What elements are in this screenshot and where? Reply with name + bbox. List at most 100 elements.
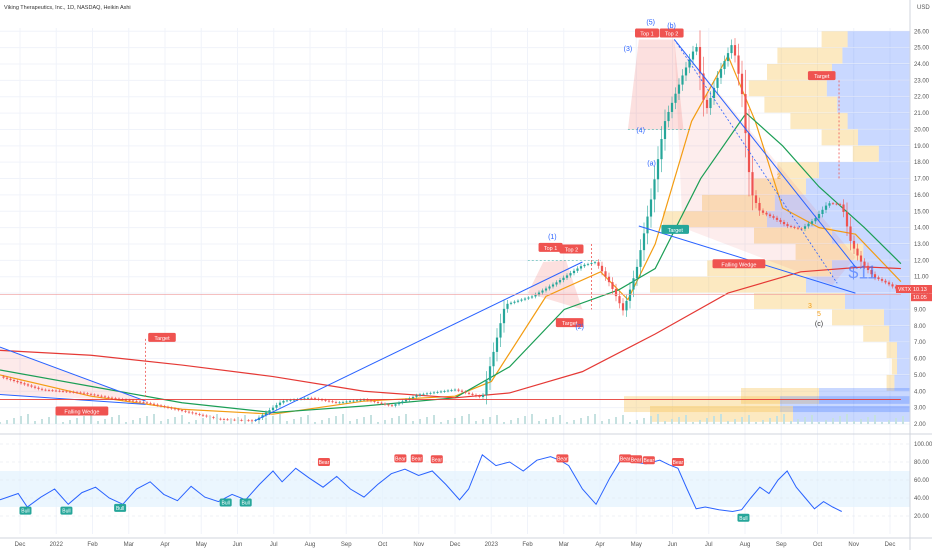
candle <box>327 400 331 402</box>
grid <box>0 28 910 534</box>
x-tick-label: Jun <box>233 542 243 548</box>
candle <box>352 400 355 402</box>
candle <box>86 393 89 395</box>
x-tick-label: Dec <box>15 542 26 548</box>
volume-bar <box>286 421 288 424</box>
volume-profile-bar <box>894 374 910 391</box>
rsi-signal-flag <box>642 456 655 465</box>
volume-bar <box>6 420 8 424</box>
volume-bar <box>874 415 876 424</box>
candle <box>26 384 30 386</box>
candle <box>569 273 572 276</box>
candle <box>415 395 418 397</box>
moving-average-line <box>0 54 902 415</box>
candle <box>285 400 289 402</box>
candle <box>583 264 586 267</box>
volume-bar <box>468 414 470 424</box>
candle <box>250 420 254 422</box>
rsi-signal-flag <box>556 454 569 463</box>
volume-bar <box>174 417 176 424</box>
candle <box>523 298 527 300</box>
moving-average-line <box>0 112 902 414</box>
volume-bar <box>797 419 799 424</box>
rsi-tick-label: 20.00 <box>914 514 930 520</box>
volume-profile-bar <box>819 388 910 404</box>
volume-bar <box>181 415 183 424</box>
candle <box>9 378 12 380</box>
candle <box>712 87 716 98</box>
rsi-signal-label: Bear <box>557 456 568 462</box>
volume-profile-bar <box>780 396 910 413</box>
candle <box>401 401 404 403</box>
rsi-line <box>0 453 842 513</box>
volume-profile-bar <box>847 113 910 129</box>
volume-bar <box>461 416 463 424</box>
candle <box>527 297 530 299</box>
volume-bar <box>97 421 99 424</box>
volume-bar <box>69 420 71 424</box>
candle <box>33 386 37 388</box>
volume-bar <box>594 414 596 424</box>
volume-bar <box>454 418 456 424</box>
y-tick-label: 14.00 <box>914 226 930 232</box>
volume-profile-bar <box>764 96 838 113</box>
candle <box>800 228 803 230</box>
volume-bar <box>720 414 722 424</box>
volume-bar <box>76 418 78 424</box>
wave-label: (c) <box>815 321 823 328</box>
volume-bar <box>895 418 897 424</box>
rsi-signal-flag <box>19 506 32 515</box>
candle <box>100 395 103 397</box>
volume-bar <box>41 419 43 424</box>
candle <box>506 303 509 309</box>
volume-bar <box>811 415 813 424</box>
candle <box>887 282 891 285</box>
candle <box>359 399 362 401</box>
volume-bar <box>146 416 148 424</box>
y-tick-label: 16.00 <box>914 193 930 199</box>
candle <box>373 401 376 402</box>
candle <box>716 77 719 88</box>
candle <box>404 399 408 402</box>
candle <box>159 405 163 407</box>
candle <box>110 397 114 399</box>
volume-profile-bar <box>774 194 910 211</box>
volume-bar <box>209 416 211 424</box>
candle <box>264 412 268 416</box>
candle <box>698 47 702 74</box>
candle <box>54 390 58 392</box>
volume-bar <box>741 417 743 424</box>
candle <box>128 400 131 401</box>
candle <box>397 402 401 405</box>
volume-bar <box>769 418 771 424</box>
volume-bar <box>251 422 253 424</box>
y-tick-label: 23.00 <box>914 78 930 84</box>
candle <box>681 75 684 85</box>
candle <box>184 410 187 412</box>
candle <box>705 99 709 109</box>
candle <box>5 377 9 379</box>
volume-bar <box>734 419 736 424</box>
rsi-signal-label: Bear <box>411 456 422 462</box>
candle <box>177 409 180 411</box>
x-tick-label: Jul <box>270 542 278 548</box>
x-tick-label: Mar <box>124 542 134 548</box>
rsi-signal-label: Bear <box>395 456 406 462</box>
volume-bar <box>293 419 295 424</box>
x-tick-label: Jun <box>668 542 678 548</box>
candle <box>859 255 863 262</box>
volume-profile-bar <box>754 293 845 309</box>
y-tick-label: 3.00 <box>914 406 926 412</box>
candle <box>534 294 537 297</box>
candle <box>23 383 26 385</box>
volume-profile-bar <box>777 162 819 179</box>
candle <box>632 278 635 290</box>
trendline <box>0 346 146 402</box>
price-tag-label: 10.13 <box>913 287 927 293</box>
price-tag <box>911 293 932 302</box>
candle <box>733 45 737 56</box>
volume-profile-bar <box>821 31 848 48</box>
candle <box>817 214 821 219</box>
y-tick-label: 6.00 <box>914 357 926 363</box>
